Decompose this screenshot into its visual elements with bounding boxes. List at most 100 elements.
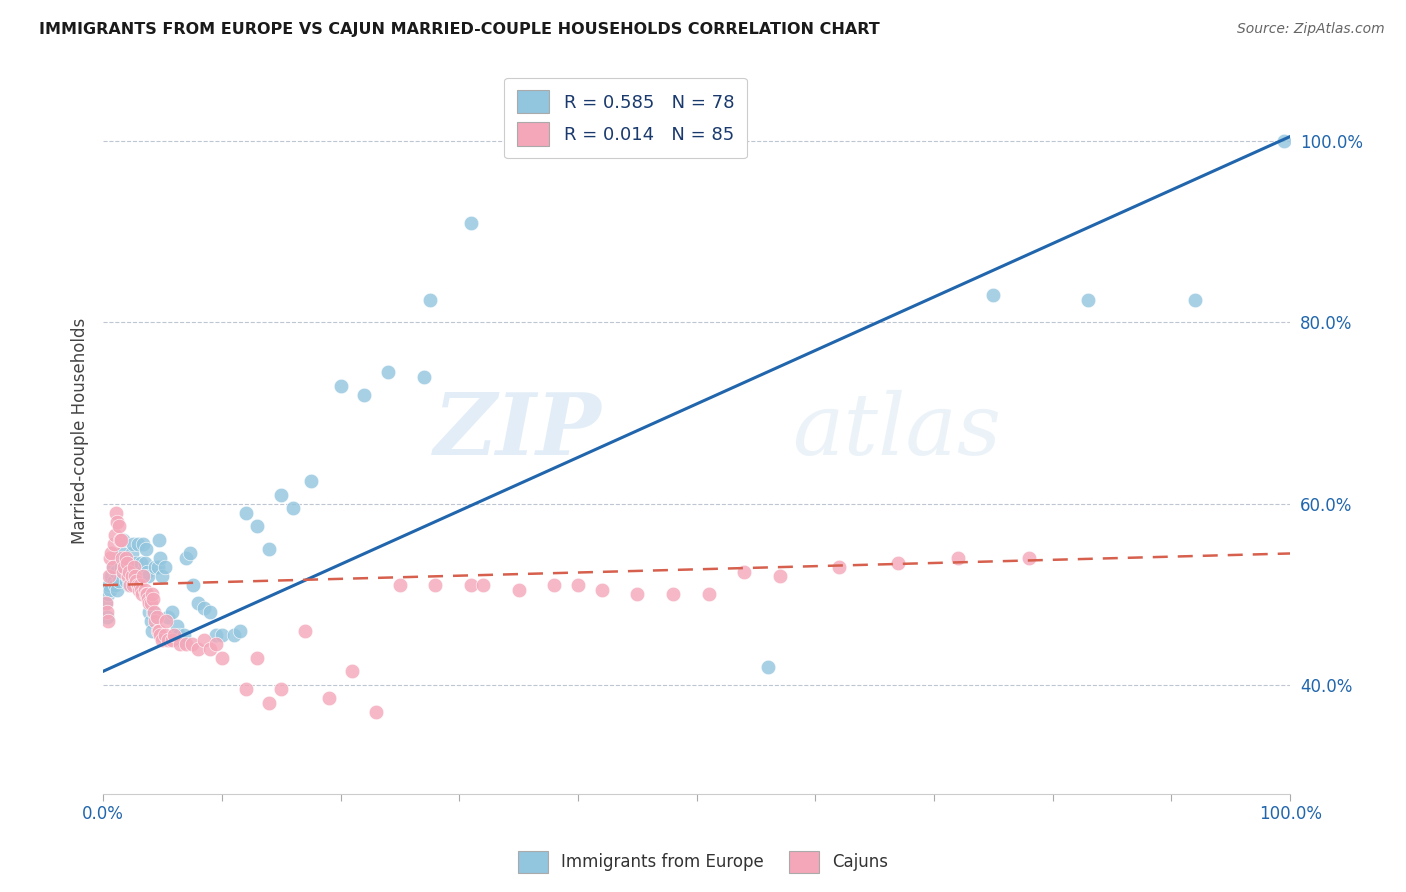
Point bbox=[125, 556, 148, 570]
Point bbox=[135, 541, 157, 556]
Point bbox=[117, 556, 139, 570]
Point bbox=[270, 682, 292, 697]
Point bbox=[146, 560, 169, 574]
Point bbox=[121, 546, 143, 560]
Point bbox=[98, 582, 121, 597]
Point bbox=[125, 574, 148, 588]
Point bbox=[143, 560, 166, 574]
Point bbox=[122, 569, 145, 583]
Point bbox=[1272, 134, 1295, 148]
Point bbox=[98, 569, 121, 583]
Point bbox=[170, 632, 193, 647]
Point bbox=[235, 682, 257, 697]
Text: IMMIGRANTS FROM EUROPE VS CAJUN MARRIED-COUPLE HOUSEHOLDS CORRELATION CHART: IMMIGRANTS FROM EUROPE VS CAJUN MARRIED-… bbox=[39, 22, 880, 37]
Point bbox=[103, 537, 125, 551]
Point bbox=[108, 551, 131, 566]
Point bbox=[131, 587, 153, 601]
Point bbox=[120, 569, 142, 583]
Point bbox=[353, 388, 375, 402]
Point bbox=[110, 560, 132, 574]
Point bbox=[179, 546, 201, 560]
Point bbox=[134, 556, 156, 570]
Point bbox=[143, 606, 166, 620]
Point bbox=[138, 606, 160, 620]
Point bbox=[136, 569, 159, 583]
Point bbox=[136, 565, 159, 579]
Point bbox=[101, 560, 124, 574]
Point bbox=[127, 537, 149, 551]
Point bbox=[131, 565, 153, 579]
Point bbox=[626, 587, 648, 601]
Point bbox=[121, 537, 143, 551]
Point bbox=[128, 582, 150, 597]
Point bbox=[342, 665, 364, 679]
Point bbox=[128, 569, 150, 583]
Point bbox=[136, 591, 159, 606]
Point bbox=[118, 565, 141, 579]
Point bbox=[96, 606, 118, 620]
Point bbox=[136, 587, 159, 601]
Point bbox=[107, 519, 129, 533]
Legend: Immigrants from Europe, Cajuns: Immigrants from Europe, Cajuns bbox=[512, 845, 894, 880]
Point bbox=[246, 519, 269, 533]
Point bbox=[142, 591, 165, 606]
Point bbox=[149, 628, 172, 642]
Point bbox=[472, 578, 495, 592]
Point bbox=[228, 624, 250, 638]
Point bbox=[105, 565, 128, 579]
Point bbox=[205, 628, 228, 642]
Point bbox=[160, 632, 183, 647]
Point bbox=[105, 582, 128, 597]
Text: Source: ZipAtlas.com: Source: ZipAtlas.com bbox=[1237, 22, 1385, 37]
Point bbox=[108, 533, 131, 547]
Point bbox=[733, 565, 755, 579]
Point bbox=[181, 637, 204, 651]
Point bbox=[174, 551, 197, 566]
Point bbox=[167, 628, 190, 642]
Point bbox=[142, 606, 165, 620]
Point bbox=[543, 578, 565, 592]
Point bbox=[148, 624, 170, 638]
Point bbox=[591, 582, 613, 597]
Point bbox=[98, 551, 121, 566]
Point bbox=[145, 610, 167, 624]
Point bbox=[205, 637, 228, 651]
Point bbox=[163, 628, 186, 642]
Point bbox=[173, 628, 195, 642]
Point bbox=[294, 624, 316, 638]
Point bbox=[114, 551, 136, 566]
Point bbox=[1077, 293, 1099, 307]
Text: ZIP: ZIP bbox=[434, 389, 602, 473]
Point bbox=[129, 582, 152, 597]
Point bbox=[110, 533, 132, 547]
Point bbox=[112, 565, 135, 579]
Point bbox=[160, 606, 183, 620]
Point bbox=[138, 596, 160, 610]
Point bbox=[124, 578, 146, 592]
Point bbox=[388, 578, 411, 592]
Point bbox=[148, 533, 170, 547]
Point bbox=[103, 574, 125, 588]
Point bbox=[120, 578, 142, 592]
Point bbox=[259, 541, 281, 556]
Point bbox=[111, 551, 134, 566]
Point bbox=[329, 378, 352, 392]
Point bbox=[141, 624, 163, 638]
Point bbox=[211, 628, 233, 642]
Point bbox=[101, 560, 124, 574]
Point bbox=[187, 641, 209, 656]
Point bbox=[121, 578, 143, 592]
Point bbox=[697, 587, 720, 601]
Point bbox=[135, 587, 157, 601]
Point bbox=[163, 628, 186, 642]
Point bbox=[174, 637, 197, 651]
Point bbox=[115, 569, 138, 583]
Point bbox=[222, 628, 245, 642]
Point bbox=[366, 705, 388, 719]
Point bbox=[887, 556, 910, 570]
Point bbox=[104, 578, 127, 592]
Point bbox=[96, 610, 118, 624]
Point bbox=[114, 574, 136, 588]
Point bbox=[153, 628, 176, 642]
Point bbox=[149, 551, 172, 566]
